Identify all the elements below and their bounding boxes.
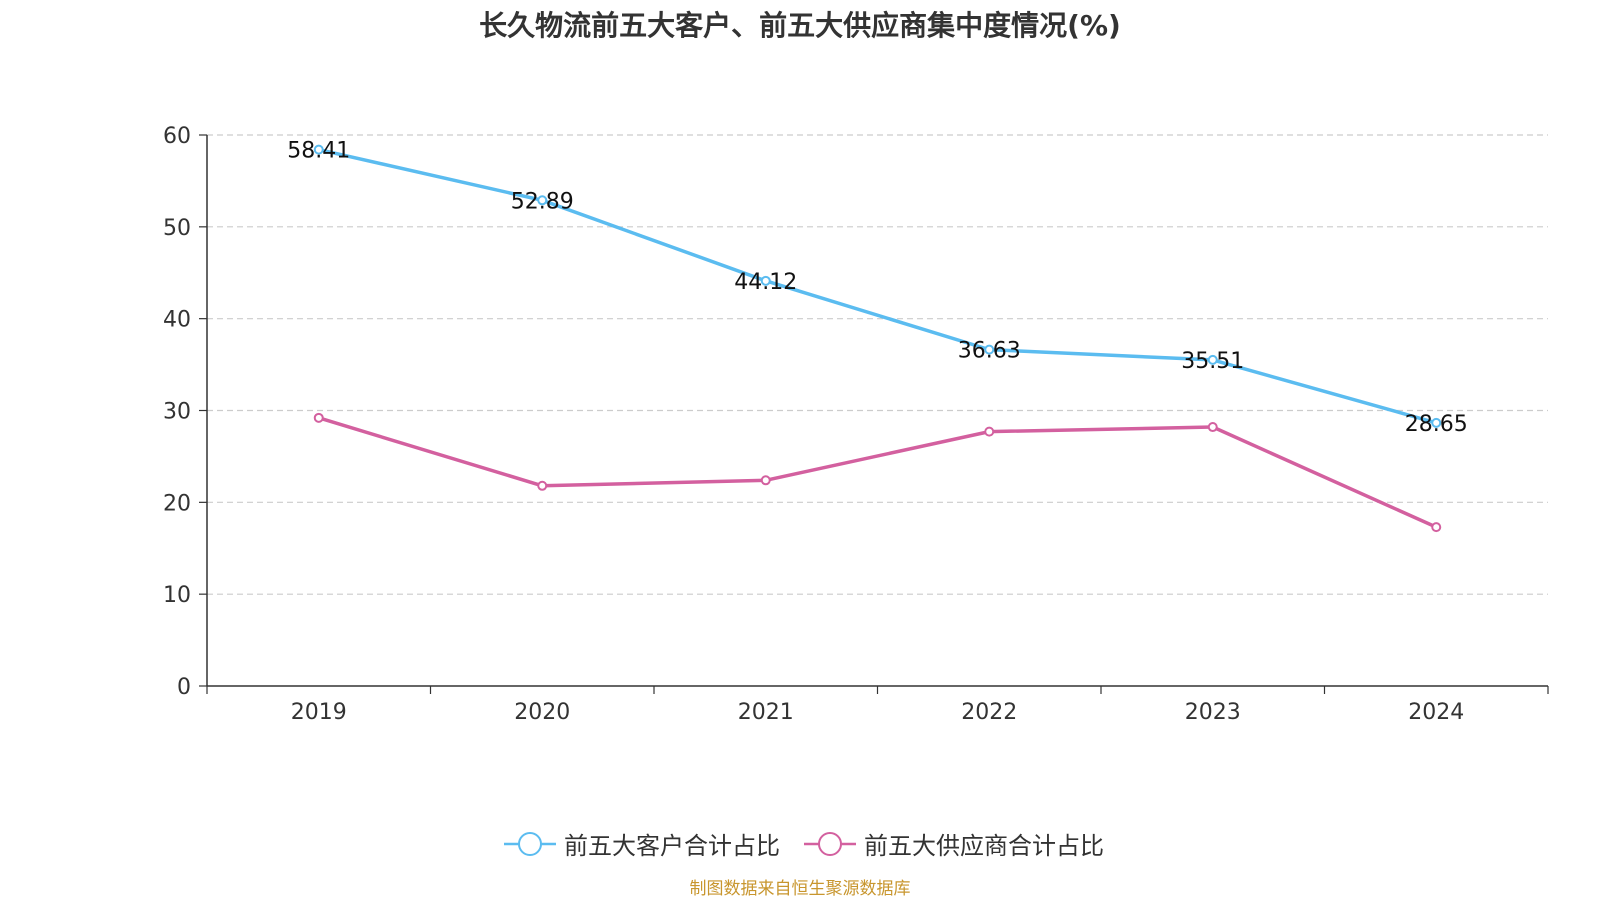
series-line-suppliers (318, 416, 1437, 529)
data-point-customers (1431, 417, 1442, 428)
data-point-customers (984, 344, 995, 355)
y-tick-label: 0 (177, 675, 191, 700)
data-point-suppliers (1431, 522, 1442, 533)
series-line-customers (318, 147, 1437, 425)
x-tick-label: 2022 (961, 700, 1017, 725)
legend-item-suppliers[interactable]: 前五大供应商合计占比 (804, 826, 1104, 861)
line-chart: 0 10 20 30 40 50 60 2019 2020 2021 2022 2023 2024 58.… (163, 124, 1549, 725)
y-tick-label: 60 (163, 124, 191, 149)
data-label-customers: 28.65 (1405, 412, 1468, 437)
data-point-customers (537, 195, 548, 206)
legend-customers-marker (504, 831, 556, 856)
legend-suppliers-marker (804, 831, 856, 856)
data-label-customers: 58.41 (287, 139, 350, 164)
x-tick-label: 2019 (291, 700, 347, 725)
data-point-suppliers (760, 475, 771, 486)
legend-suppliers-label: 前五大供应商合计占比 (864, 832, 1104, 860)
data-point-suppliers (537, 480, 548, 491)
y-tick-label: 30 (163, 400, 191, 425)
source-note: 制图数据来自恒生聚源数据库 (689, 879, 911, 899)
data-label-customers: 44.12 (734, 270, 797, 295)
data-point-customers (1207, 354, 1218, 365)
legend-item-customers[interactable]: 前五大客户合计占比 (504, 826, 780, 861)
y-tick-label: 20 (163, 491, 191, 516)
data-point-suppliers (984, 426, 995, 437)
x-tick-label: 2023 (1185, 700, 1241, 725)
x-tick-label: 2024 (1408, 700, 1464, 725)
y-tick-label: 50 (163, 216, 191, 241)
y-tick-label: 40 (163, 308, 191, 333)
data-label-customers: 52.89 (511, 189, 574, 214)
chart-title: 长久物流前五大客户、前五大供应商集中度情况(%) (479, 9, 1121, 42)
data-point-customers (760, 275, 771, 286)
y-tick-label: 10 (163, 583, 191, 608)
data-point-suppliers (1207, 422, 1218, 433)
x-tick-label: 2020 (514, 700, 570, 725)
x-tick-label: 2021 (738, 700, 794, 725)
data-point-customers (313, 144, 324, 155)
data-label-customers: 36.63 (958, 339, 1021, 364)
data-label-customers: 35.51 (1181, 349, 1244, 374)
data-point-suppliers (313, 412, 324, 423)
legend-customers-label: 前五大客户合计占比 (564, 832, 780, 860)
